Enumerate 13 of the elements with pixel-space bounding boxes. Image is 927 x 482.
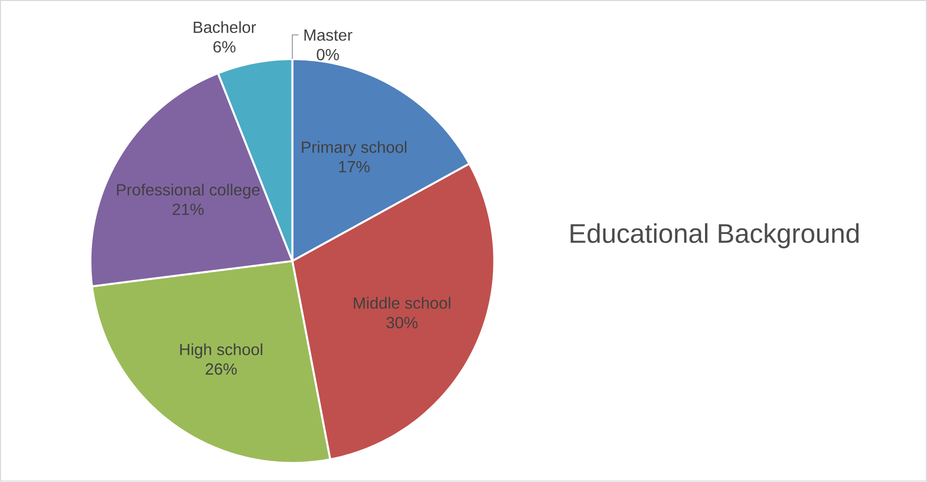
category-label: Master: [304, 30, 352, 41]
data-label: 6%: [213, 41, 236, 53]
data-label: 17%: [339, 161, 370, 173]
slice-label: Middle school: [354, 297, 450, 309]
slice-label: Professional college: [117, 184, 260, 199]
data-label: 21%: [172, 204, 204, 216]
slice-label: High school: [180, 344, 262, 359]
text: Educational Background: [570, 223, 859, 249]
slice-label: Bachelor: [194, 21, 256, 34]
data-label: 26%: [206, 363, 237, 375]
text: 0%: [316, 49, 339, 60]
data-label: 30%: [386, 317, 418, 328]
slice-label: Primary school: [302, 141, 406, 156]
